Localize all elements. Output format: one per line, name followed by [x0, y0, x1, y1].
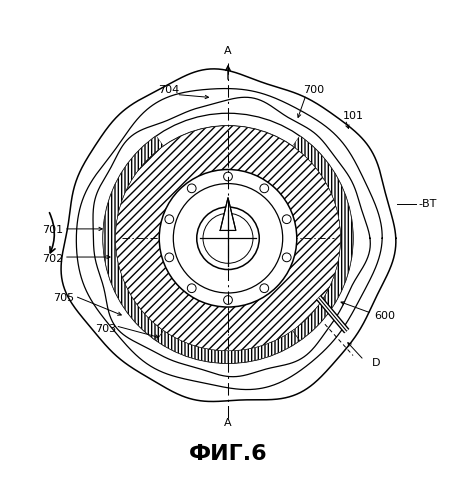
- Text: A: A: [224, 46, 231, 56]
- Text: A: A: [224, 418, 231, 428]
- Wedge shape: [292, 136, 352, 340]
- Text: ФИГ.6: ФИГ.6: [188, 444, 267, 464]
- Text: 704: 704: [157, 85, 179, 95]
- Text: 101: 101: [342, 112, 363, 122]
- Circle shape: [196, 207, 259, 270]
- Text: 701: 701: [42, 226, 63, 235]
- Text: 600: 600: [373, 312, 394, 322]
- Text: 700: 700: [303, 85, 324, 95]
- Circle shape: [115, 126, 340, 351]
- Wedge shape: [103, 136, 163, 340]
- Wedge shape: [156, 330, 299, 364]
- Text: D: D: [371, 358, 380, 368]
- Text: 702: 702: [42, 254, 63, 264]
- Text: 705: 705: [53, 292, 74, 302]
- Text: 703: 703: [96, 324, 116, 334]
- Polygon shape: [220, 198, 235, 230]
- Circle shape: [159, 170, 296, 307]
- Text: -ВТ: -ВТ: [418, 199, 436, 209]
